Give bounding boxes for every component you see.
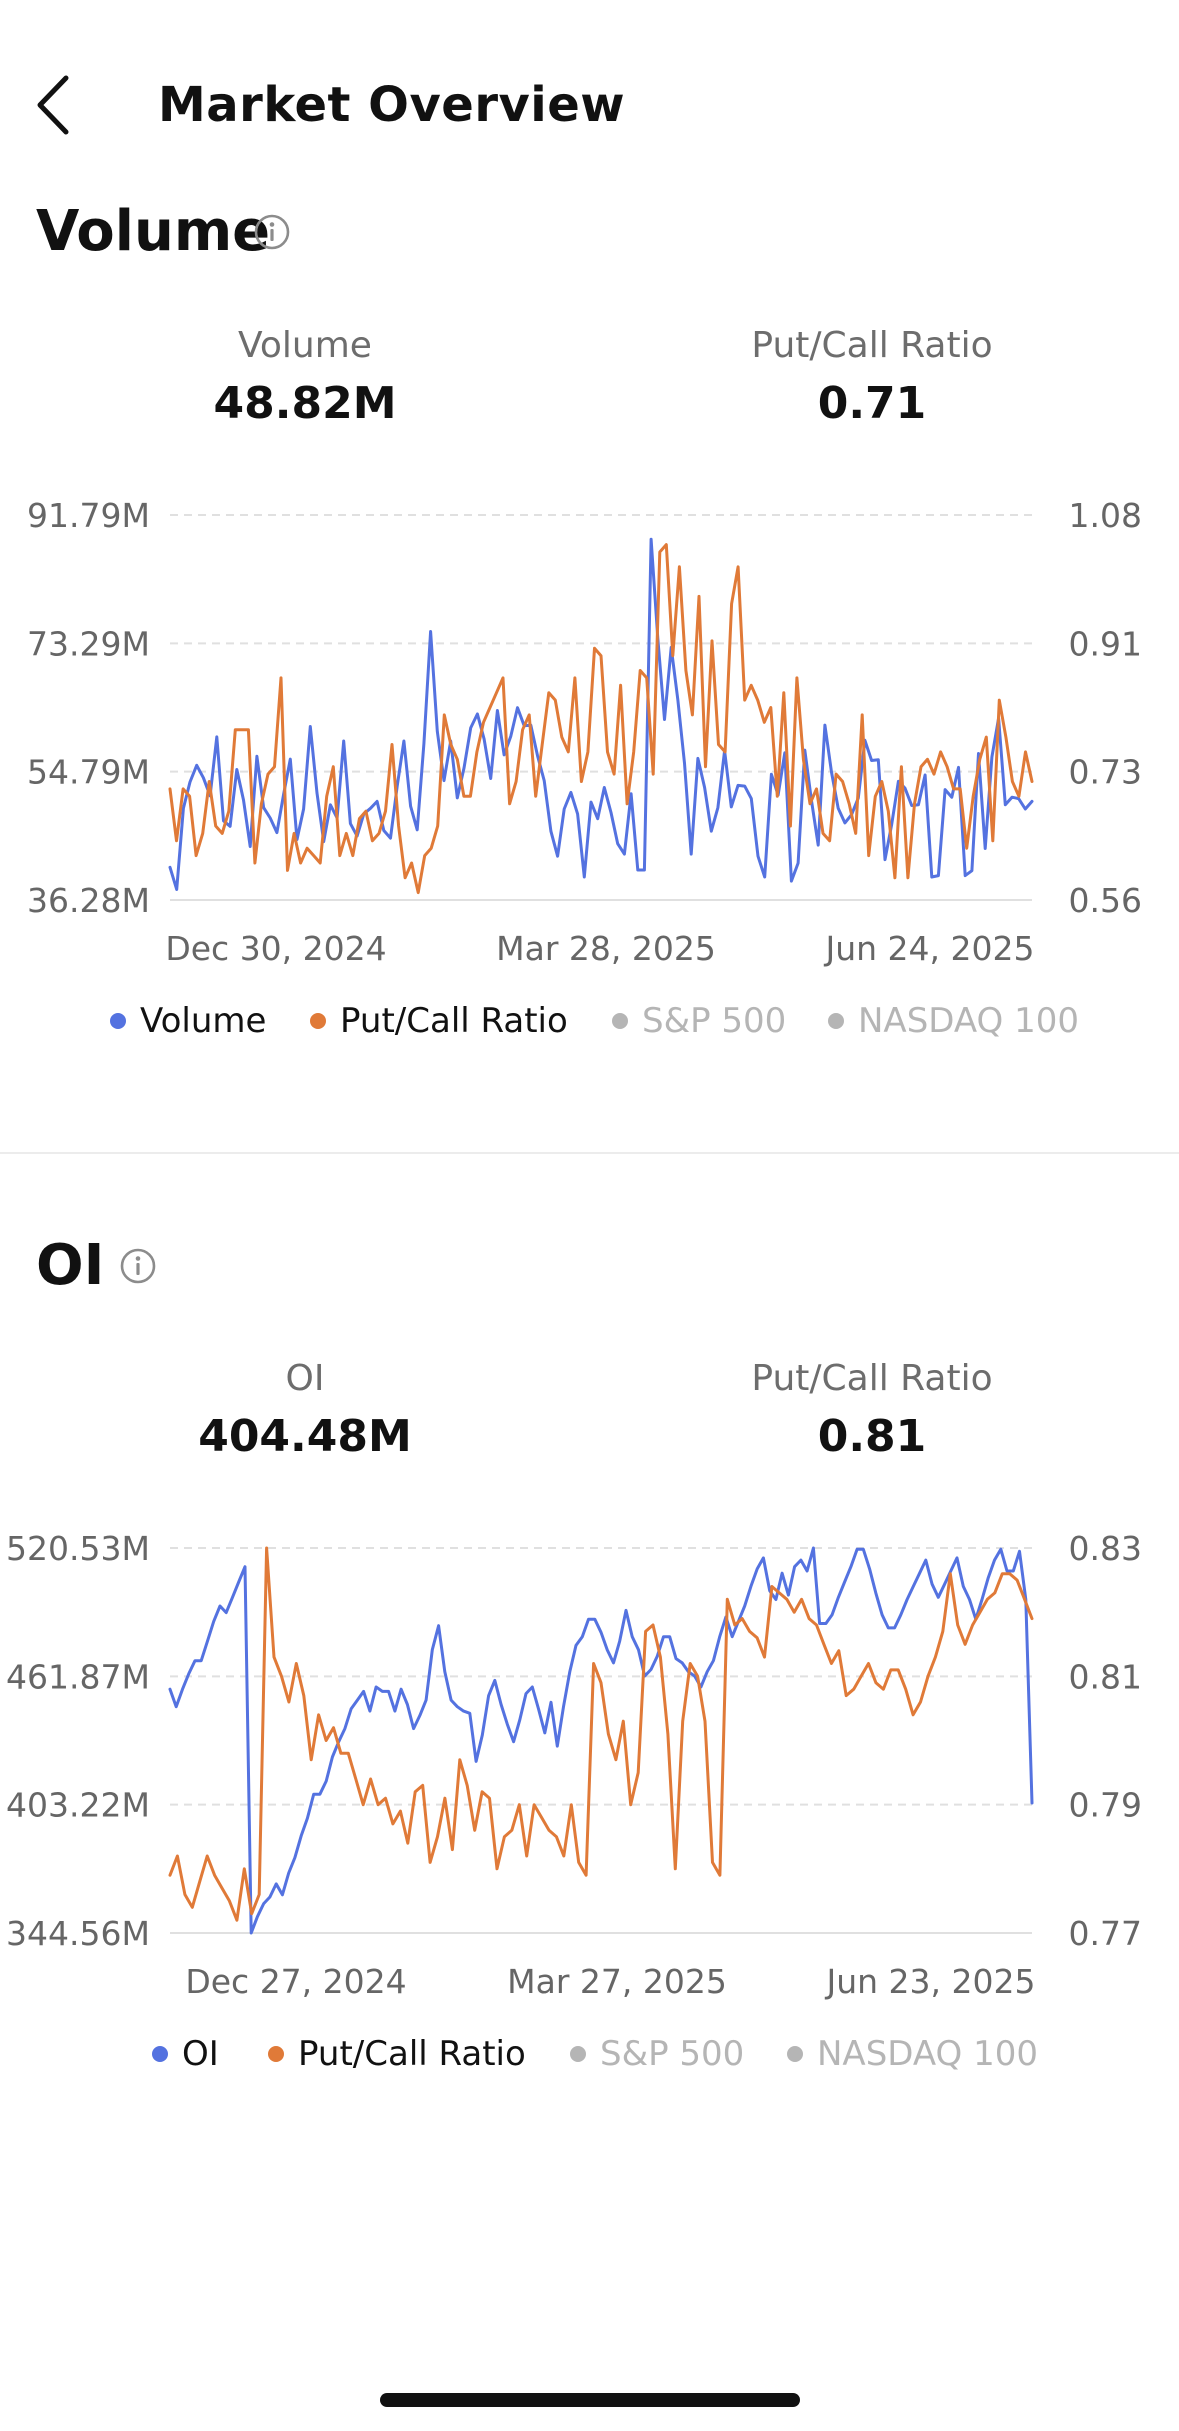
legend-label: S&P 500 <box>642 1001 786 1041</box>
y-axis-right-tick: 0.91 <box>1069 624 1142 663</box>
legend-dot <box>110 1013 126 1029</box>
info-icon[interactable] <box>118 1246 158 1286</box>
legend-dot <box>310 1013 326 1029</box>
x-axis-tick: Jun 24, 2025 <box>823 929 1034 968</box>
legend-item-nasdaq-100[interactable]: NASDAQ 100 <box>828 1001 1079 1041</box>
x-axis-tick: Dec 27, 2024 <box>185 1962 406 2001</box>
y-axis-left-tick: 520.53M <box>6 1529 150 1568</box>
legend-item-put-call-ratio[interactable]: Put/Call Ratio <box>310 1001 568 1041</box>
y-axis-left-tick: 461.87M <box>6 1657 150 1696</box>
stat-label: Put/Call Ratio <box>751 1358 993 1399</box>
chevron-left-icon <box>37 75 69 135</box>
legend-item-s-p-500[interactable]: S&P 500 <box>570 2034 744 2074</box>
stat-label: Volume <box>238 325 372 366</box>
legend-label: S&P 500 <box>600 2034 744 2074</box>
legend-dot <box>152 2046 168 2062</box>
legend-label: Put/Call Ratio <box>298 2034 526 2074</box>
legend-item-s-p-500[interactable]: S&P 500 <box>612 1001 786 1041</box>
legend-dot <box>268 2046 284 2062</box>
y-axis-right-tick: 0.79 <box>1069 1786 1142 1825</box>
legend-dot <box>787 2046 803 2062</box>
y-axis-left-tick: 344.56M <box>6 1914 150 1953</box>
volume-chart: 91.79M 1.08 73.29M 0.91 54.79M 0.73 36.28M 0.56… <box>27 496 1142 1041</box>
section-title: Volume <box>36 199 271 264</box>
x-axis-tick: Mar 28, 2025 <box>496 929 716 968</box>
stat-oi: OI 404.48M <box>105 1355 505 1467</box>
stat-volume: Volume 48.82M <box>105 322 505 434</box>
y-axis-left-tick: 73.29M <box>27 624 150 663</box>
legend-dot <box>570 2046 586 2062</box>
info-icon[interactable] <box>252 212 292 252</box>
stat-value: 404.48M <box>198 1411 412 1462</box>
y-axis-left-tick: 54.79M <box>27 753 150 792</box>
y-axis-right-tick: 0.77 <box>1069 1914 1142 1953</box>
section-divider <box>0 1152 1179 1154</box>
back-button[interactable] <box>30 72 90 138</box>
series-line-oi <box>168 1546 1034 1935</box>
y-axis-right-tick: 0.56 <box>1069 881 1142 920</box>
section-title: OI <box>36 1233 105 1298</box>
legend-label: OI <box>182 2034 219 2074</box>
y-axis-right-tick: 0.81 <box>1069 1657 1142 1696</box>
y-axis-right-tick: 1.08 <box>1069 496 1142 535</box>
series-line-put-call-ratio <box>168 1546 1034 1922</box>
legend-dot <box>612 1013 628 1029</box>
x-axis-tick: Jun 23, 2025 <box>824 1962 1035 2001</box>
stat-label: Put/Call Ratio <box>751 325 993 366</box>
x-axis-tick: Mar 27, 2025 <box>507 1962 727 2001</box>
legend-label: NASDAQ 100 <box>817 2034 1038 2074</box>
y-axis-left-tick: 36.28M <box>27 881 150 920</box>
stat-put-call-ratio: Put/Call Ratio 0.81 <box>672 1355 1072 1467</box>
home-indicator[interactable] <box>380 2393 800 2407</box>
legend-item-put-call-ratio[interactable]: Put/Call Ratio <box>268 2034 526 2074</box>
oi-chart: 520.53M 0.83 461.87M 0.81 403.22M 0.79 344.56M… <box>6 1529 1142 2074</box>
legend-dot <box>828 1013 844 1029</box>
page-title: Market Overview <box>158 77 626 133</box>
legend-item-volume[interactable]: Volume <box>110 1001 266 1041</box>
stat-value: 0.81 <box>817 1411 927 1462</box>
stat-value: 48.82M <box>213 378 397 429</box>
series-line-put-call-ratio <box>168 543 1034 895</box>
legend-label: Volume <box>140 1001 266 1041</box>
stat-put-call-ratio: Put/Call Ratio 0.71 <box>672 322 1072 434</box>
stat-value: 0.71 <box>817 378 927 429</box>
stat-label: OI <box>285 1358 325 1399</box>
legend-label: Put/Call Ratio <box>340 1001 568 1041</box>
y-axis-right-tick: 0.73 <box>1069 753 1142 792</box>
legend-item-nasdaq-100[interactable]: NASDAQ 100 <box>787 2034 1038 2074</box>
top-bar: Market Overview <box>0 60 1179 150</box>
series-line-volume <box>168 537 1034 891</box>
legend-label: NASDAQ 100 <box>858 1001 1079 1041</box>
y-axis-left-tick: 91.79M <box>27 496 150 535</box>
y-axis-right-tick: 0.83 <box>1069 1529 1142 1568</box>
y-axis-left-tick: 403.22M <box>6 1786 150 1825</box>
x-axis-tick: Dec 30, 2024 <box>165 929 386 968</box>
legend-item-oi[interactable]: OI <box>152 2034 219 2074</box>
